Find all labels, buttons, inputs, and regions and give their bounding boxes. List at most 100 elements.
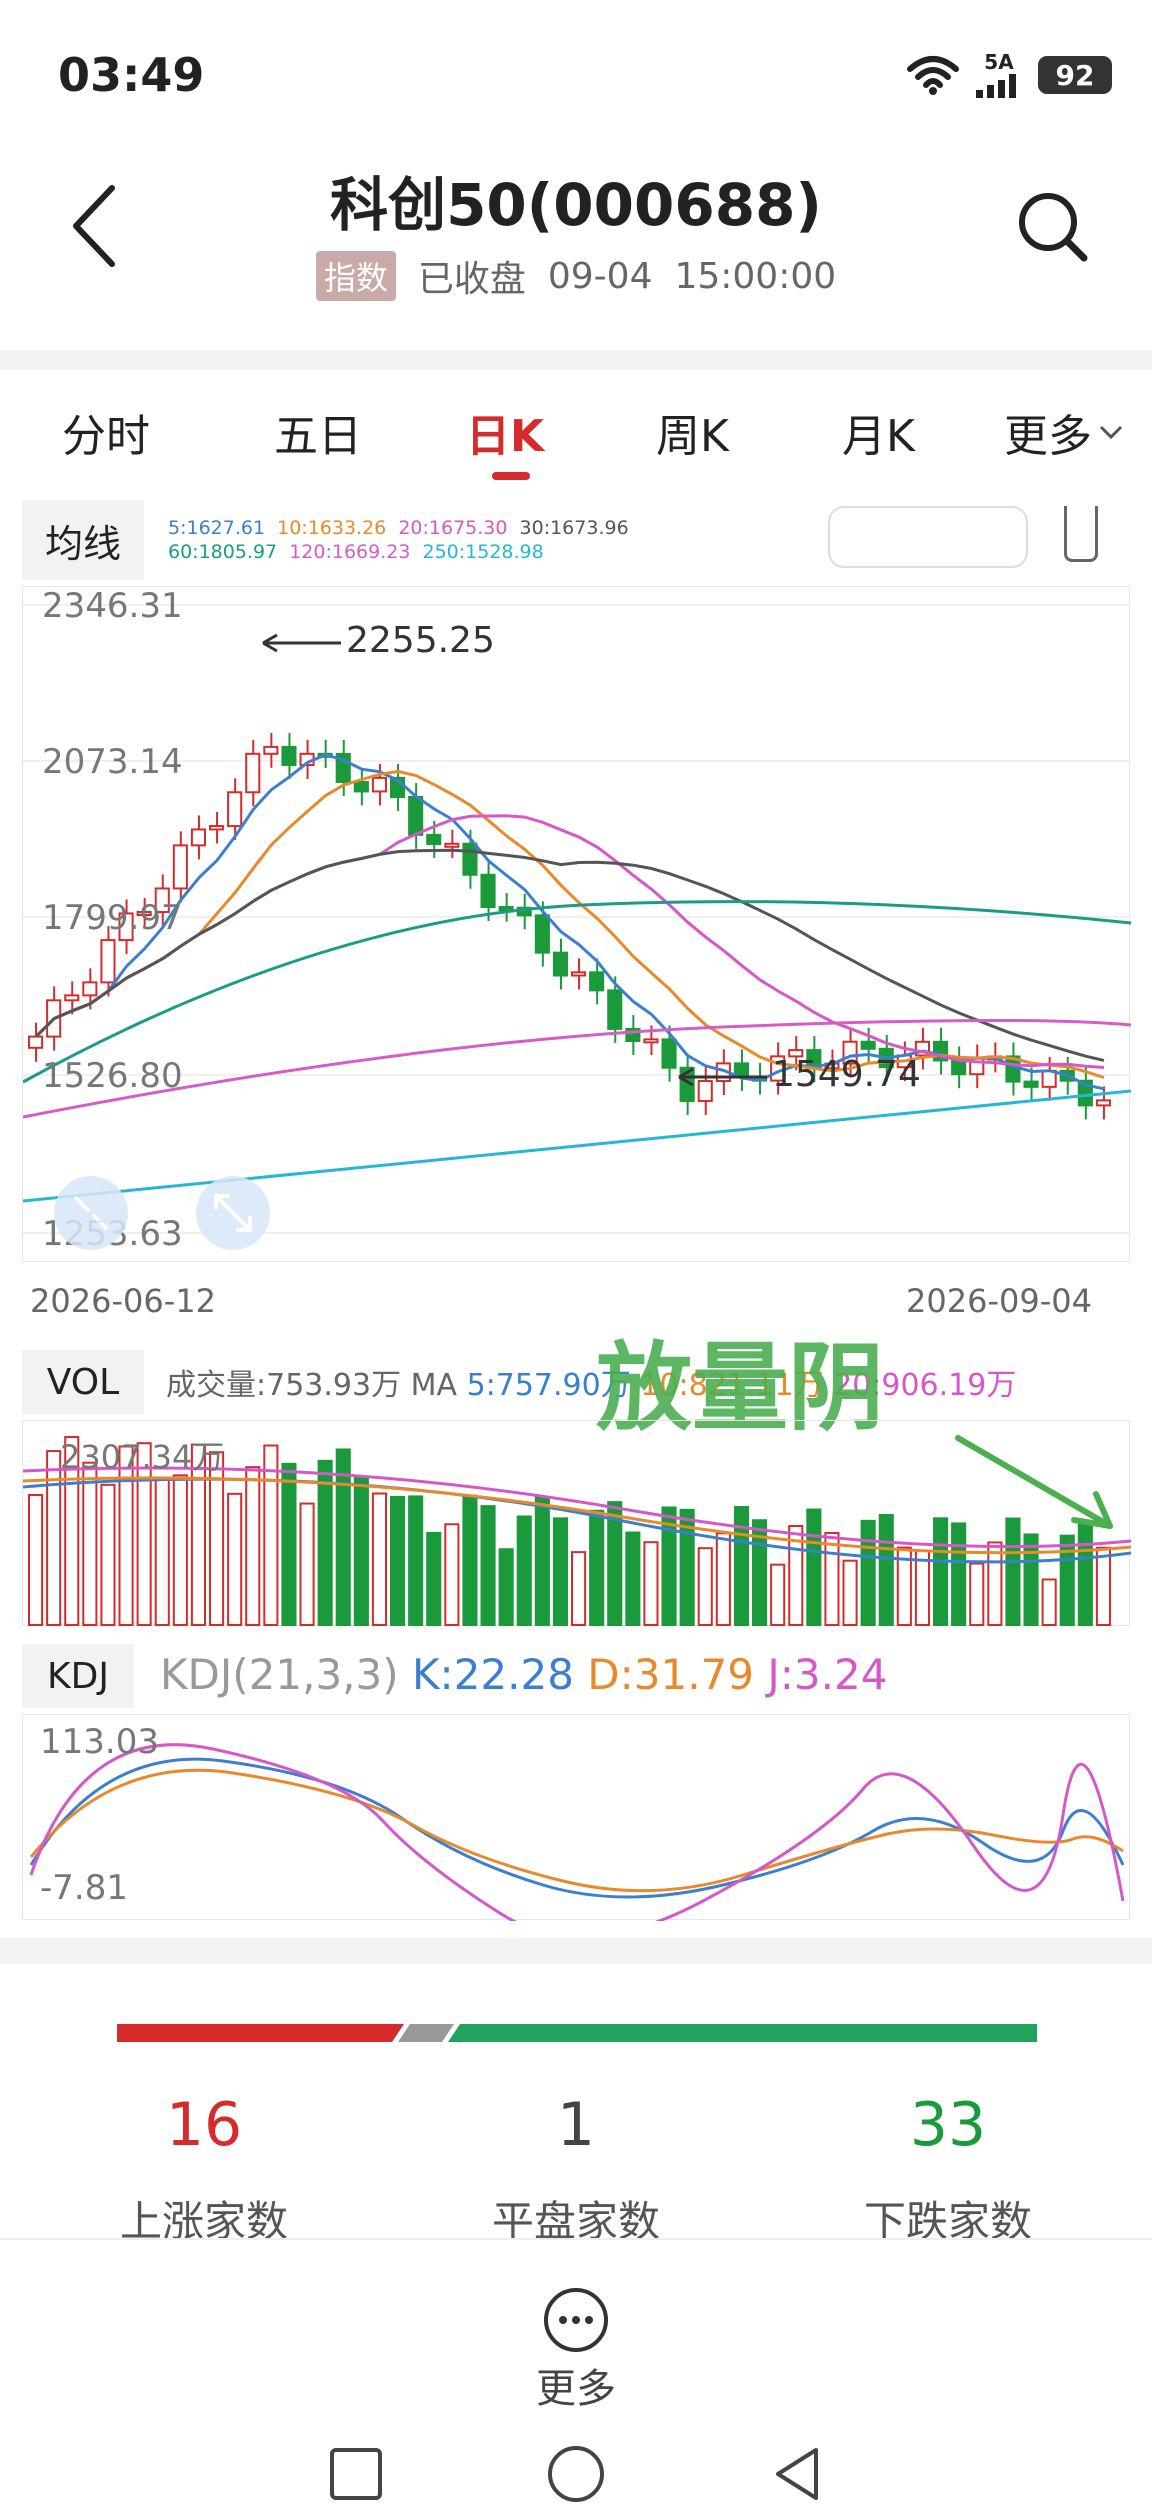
up-stat[interactable]: 16 上涨家数 [54,2090,354,2249]
up-count: 16 [165,2090,243,2160]
volume-bar-up [28,1494,44,1626]
volume-bar-down [1059,1534,1075,1626]
chevron-left-icon [73,185,115,267]
zoom-in-button[interactable] [196,1176,270,1250]
page-title: 科创50(000688) [330,171,822,239]
status-bar: 03:49 5A 92 [0,0,1152,150]
volume-bar-up [245,1466,261,1626]
flat-count: 1 [556,2090,596,2160]
vol-ma10: 10:821.11万 [640,1368,824,1403]
volume-bar-down [933,1517,949,1626]
kdj-params: KDJ(21,3,3) [160,1650,399,1699]
candle-down [860,1040,876,1050]
breadth-flat-segment [398,2024,454,2042]
volume-bar-down [426,1531,442,1626]
volume-bar-up [100,1483,116,1627]
breadth-up-segment [117,2024,404,2042]
volume-bar-up [697,1547,713,1626]
j-line [29,1743,1125,1939]
y-label-3: 1799.97 [42,898,183,938]
kdj-k: K:22.28 [412,1650,574,1699]
candle-up [190,828,206,847]
home-icon[interactable] [546,2444,606,2504]
volume-bar-down [335,1448,351,1626]
quote-clock: 15:00:00 [674,255,837,297]
low-price-label: 1549.74 [772,1054,921,1095]
candle-down [480,873,496,908]
ma5-line [35,753,1105,1091]
candle-down [552,951,569,977]
more-label: 更多 [536,2366,616,2412]
volume-bar-down [462,1494,478,1626]
chart-style-toggle[interactable] [828,506,1028,568]
y-label-2: 2073.14 [42,742,183,782]
volume-chart[interactable] [22,1420,1132,1627]
candle-up [371,776,387,793]
volume-bar-up [46,1450,62,1626]
tab-daily-k[interactable]: 日K [466,411,545,462]
landscape-icon[interactable] [1064,506,1098,562]
candle-up [100,939,116,984]
kdj-chart[interactable] [22,1714,1130,1939]
ma120-line [22,1018,1132,1119]
volume-bar-down [951,1522,967,1626]
flat-stat[interactable]: 1 平盘家数 [426,2090,726,2249]
tab-more[interactable]: 更多 [1004,400,1124,464]
volume-bar-up [172,1474,188,1626]
candle-down [661,1038,677,1069]
candle-down [426,833,442,845]
signal-icon [976,74,1016,98]
volume-bar-up [643,1541,659,1626]
tab-intraday[interactable]: 分时 [62,411,150,462]
candle-down [607,989,623,1030]
search-button[interactable] [1012,186,1092,266]
candle-up [209,825,225,831]
vol-values: 成交量:753.93万 MA 5:757.90万 10:821.11万 20:9… [166,1360,1016,1404]
tab-five-day[interactable]: 五日 [274,411,362,462]
up-label: 上涨家数 [119,2197,288,2246]
kdj-title[interactable]: KDJ [22,1644,134,1708]
volume-bar-up [263,1444,279,1627]
ma10-value: 10:1633.26 [277,517,387,539]
down-stat[interactable]: 33 下跌家数 [798,2090,1098,2249]
system-nav-bar [0,2430,1152,2520]
volume-bar-up [1095,1546,1112,1626]
high-marker-arrow [262,633,341,653]
volume-bar-down [625,1531,641,1626]
end-date: 2026-09-04 [906,1282,1092,1320]
candle-down [281,745,297,766]
volume-bar-up [969,1562,985,1627]
recent-apps-icon[interactable] [326,2444,386,2504]
candle-down [353,780,369,793]
back-nav-icon[interactable] [768,2444,828,2504]
kdj-j: J:3.24 [767,1650,888,1699]
kdj-top-label: 113.03 [40,1722,159,1762]
volume-bar-up [371,1492,387,1627]
volume-bar-down [408,1495,424,1626]
volume-bar-down [1023,1533,1039,1626]
candle-up [788,1049,804,1058]
candle-down [951,1059,967,1076]
ma250-line [22,1089,1132,1203]
ma10-line [35,769,1105,1079]
zoom-out-button[interactable] [54,1176,128,1250]
volume-bar-up [227,1492,243,1626]
candle-up [172,844,188,890]
volume-bar-down [860,1519,876,1626]
back-button[interactable] [60,180,130,270]
volume-bar-up [896,1546,912,1626]
tab-monthly-k[interactable]: 月K [842,411,915,462]
volume-bar-up [82,1461,98,1626]
volume-bar-up [118,1445,134,1626]
more-separator [0,2238,1152,2240]
y-label-4: 1526.80 [42,1056,183,1096]
price-chart[interactable] [22,586,1132,1262]
more-button[interactable] [540,2284,612,2356]
volume-bars [22,1435,1132,1627]
ma-title[interactable]: 均线 [22,500,144,580]
candlestick-chart [22,604,1132,1234]
vol-title[interactable]: VOL [22,1350,144,1414]
search-icon [1019,193,1088,262]
tab-weekly-k[interactable]: 周K [656,411,729,462]
volume-bar-up [1041,1578,1057,1626]
